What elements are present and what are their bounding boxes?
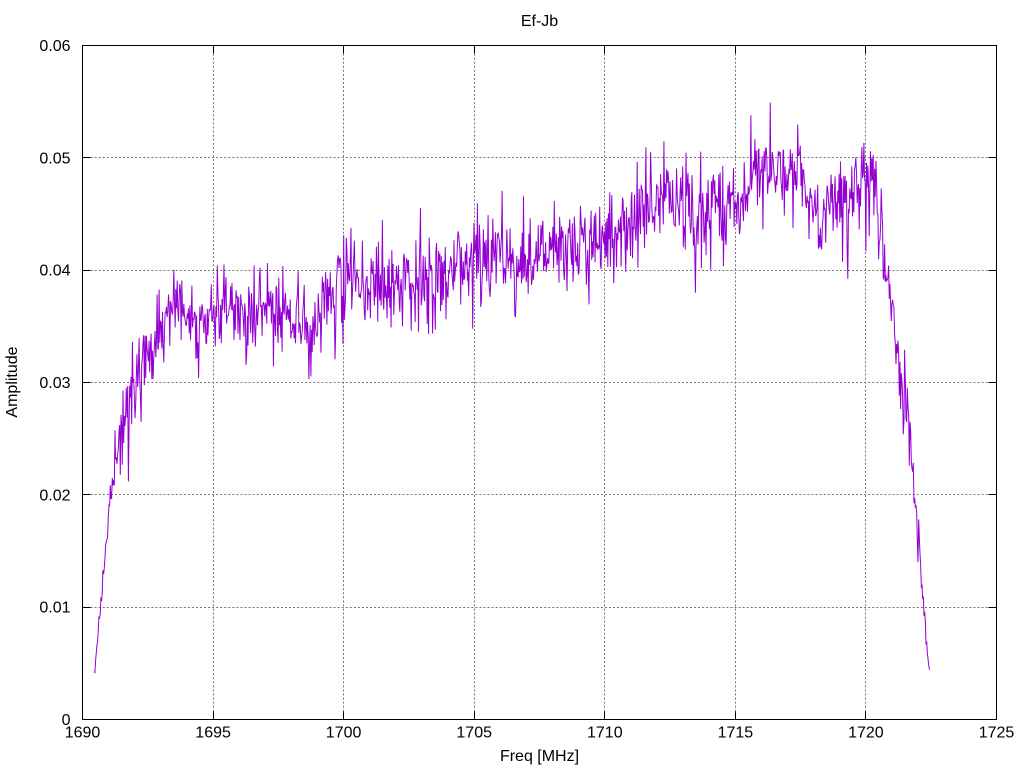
- svg-text:1700: 1700: [326, 725, 362, 742]
- svg-text:1690: 1690: [65, 725, 101, 742]
- svg-text:0.03: 0.03: [39, 375, 70, 392]
- svg-text:0.05: 0.05: [39, 150, 70, 167]
- svg-text:0.01: 0.01: [39, 600, 70, 617]
- svg-text:1710: 1710: [587, 725, 623, 742]
- svg-text:0: 0: [62, 712, 71, 729]
- svg-text:0.06: 0.06: [39, 38, 70, 55]
- svg-text:Freq [MHz]: Freq [MHz]: [500, 748, 579, 765]
- svg-text:1725: 1725: [979, 725, 1015, 742]
- svg-text:1720: 1720: [848, 725, 884, 742]
- svg-text:Amplitude: Amplitude: [4, 346, 21, 417]
- svg-text:1705: 1705: [456, 725, 492, 742]
- svg-text:0.04: 0.04: [39, 263, 70, 280]
- svg-text:1715: 1715: [718, 725, 754, 742]
- svg-text:1695: 1695: [195, 725, 231, 742]
- svg-text:Ef-Jb: Ef-Jb: [521, 13, 558, 30]
- svg-text:0.02: 0.02: [39, 487, 70, 504]
